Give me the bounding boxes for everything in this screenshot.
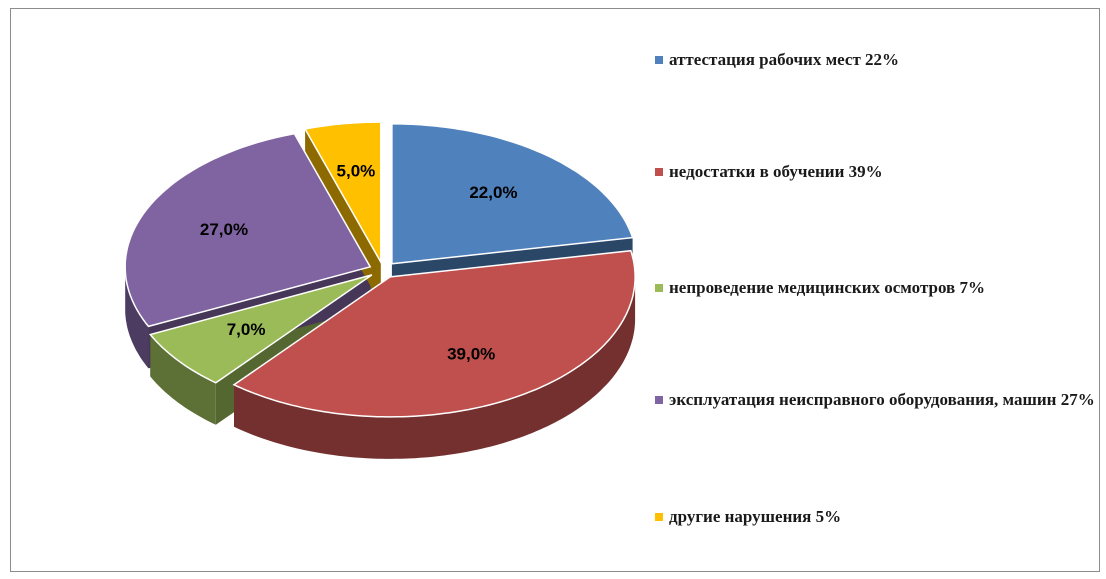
slice: [303, 121, 382, 265]
data-label: 22,0%: [469, 183, 517, 202]
slice: [232, 249, 636, 418]
data-label: 7,0%: [227, 320, 266, 339]
legend-swatch: [655, 284, 663, 292]
slice-wall: [150, 334, 216, 425]
legend-swatch: [655, 56, 663, 64]
legend-label: другие нарушения 5%: [669, 507, 842, 526]
legend-swatch: [655, 168, 663, 176]
legend-label: аттестация рабочих мест 22%: [669, 50, 900, 69]
slice: [391, 123, 634, 265]
legend-label: непроведение медицинских осмотров 7%: [669, 278, 985, 297]
legend-item: непроведение медицинских осмотров 7%: [655, 278, 1095, 298]
data-label: 39,0%: [447, 345, 495, 364]
chart-frame: [10, 8, 1100, 572]
legend-item: аттестация рабочих мест 22%: [655, 50, 1095, 70]
legend-label: эксплуатация неисправного оборудования, …: [669, 390, 1095, 409]
slice-wall: [125, 266, 149, 369]
legend-swatch: [655, 396, 663, 404]
legend-swatch: [655, 513, 663, 521]
slice: [148, 274, 373, 384]
legend-item: недостатки в обучении 39%: [655, 162, 1095, 182]
slice: [124, 132, 372, 328]
data-label: 27,0%: [200, 220, 248, 239]
data-label: 5,0%: [337, 162, 376, 181]
legend-item: эксплуатация неисправного оборудования, …: [655, 390, 1095, 410]
legend-item: другие нарушения 5%: [655, 507, 1095, 527]
legend-label: недостатки в обучении 39%: [669, 162, 883, 181]
